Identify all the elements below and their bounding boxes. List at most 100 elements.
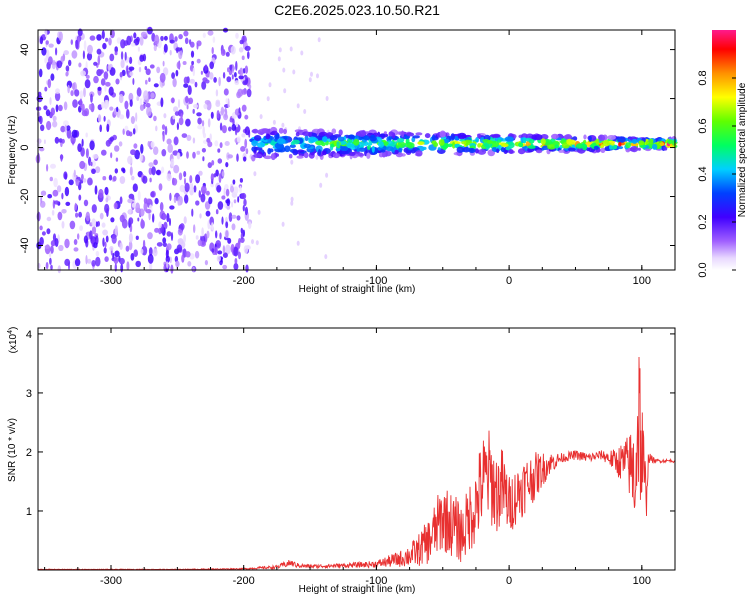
heatmap-cell: [297, 149, 305, 153]
heatmap-cell: [236, 215, 241, 221]
heatmap-cell: [234, 80, 240, 86]
heatmap-cell: [77, 233, 80, 240]
heatmap-cell: [401, 130, 405, 138]
heatmap-cell: [64, 258, 71, 266]
heatmap-cell: [233, 199, 237, 204]
heatmap-cell: [443, 138, 450, 144]
heatmap-cell: [518, 142, 524, 148]
heatmap-cell: [215, 240, 222, 249]
heatmap-cell: [210, 181, 215, 188]
heatmap-cell: [221, 216, 224, 225]
heatmap-cell: [147, 26, 153, 35]
heatmap-cell: [233, 186, 239, 195]
heatmap-cell: [118, 141, 123, 147]
heatmap-cell: [613, 145, 617, 149]
heatmap-cell: [46, 216, 52, 222]
heatmap-cell: [234, 72, 237, 78]
heatmap-cell: [128, 209, 132, 215]
heatmap-cell: [120, 39, 126, 49]
heatmap-cell: [181, 254, 185, 263]
y-tick-label: -40: [19, 238, 31, 254]
heatmap-cell: [230, 45, 236, 55]
heatmap-cell: [130, 42, 136, 47]
heatmap-cell: [308, 136, 317, 142]
heatmap-cell: [257, 209, 261, 215]
colorbar-gradient: [712, 30, 736, 270]
y-tick-label: 1: [26, 506, 32, 518]
heatmap-cell: [278, 127, 284, 134]
heatmap-cell: [159, 72, 166, 83]
heatmap-cell: [139, 36, 144, 46]
heatmap-cell: [162, 60, 165, 67]
heatmap-cell: [332, 152, 340, 159]
heatmap-cell: [148, 77, 151, 82]
heatmap-cell: [296, 155, 304, 159]
heatmap-cell: [217, 250, 223, 255]
heatmap-cell: [146, 106, 152, 117]
heatmap-cell: [225, 221, 229, 229]
heatmap-cell: [243, 245, 249, 254]
heatmap-cell: [161, 149, 167, 157]
heatmap-cell: [328, 152, 332, 156]
heatmap-cell: [179, 223, 185, 231]
heatmap-cell: [189, 78, 195, 84]
heatmap-cell: [75, 39, 79, 50]
heatmap-cell: [319, 182, 323, 188]
heatmap-cell: [558, 149, 565, 153]
heatmap-cell: [196, 112, 202, 117]
heatmap-cell: [417, 141, 425, 146]
snr-x-axis-label: Height of straight line (km): [299, 584, 416, 595]
heatmap-cell: [106, 123, 110, 133]
heatmap-cell: [95, 256, 101, 267]
heatmap-cell: [631, 138, 638, 144]
heatmap-cell: [504, 136, 514, 142]
heatmap-cell: [266, 96, 270, 102]
heatmap-cell: [277, 56, 281, 62]
heatmap-cell: [169, 218, 171, 226]
heatmap-cell: [183, 171, 187, 178]
heatmap-cell: [166, 243, 172, 251]
heatmap-cell: [54, 91, 61, 102]
heatmap-cell: [442, 143, 448, 151]
heatmap-cell: [290, 200, 294, 206]
heatmap-cell: [177, 200, 181, 206]
heatmap-cell: [60, 154, 63, 162]
heatmap-cell: [159, 202, 164, 212]
heatmap-cell: [211, 222, 214, 231]
heatmap-cell: [236, 136, 241, 143]
heatmap-cell: [245, 264, 249, 273]
heatmap-cell: [213, 173, 217, 178]
heatmap-cell: [486, 140, 493, 144]
heatmap-cell: [40, 196, 43, 204]
heatmap-cell: [183, 234, 187, 243]
heatmap-cell: [98, 188, 104, 199]
heatmap-cell: [451, 141, 456, 149]
heatmap-cell: [202, 132, 207, 139]
heatmap-cell: [196, 58, 201, 64]
heatmap-cell: [114, 225, 118, 236]
heatmap-cell: [595, 138, 600, 146]
heatmap-cell: [103, 71, 109, 80]
heatmap-cell: [194, 250, 200, 259]
heatmap-cell: [289, 46, 293, 52]
heatmap-cell: [129, 71, 134, 77]
heatmap-cell: [241, 104, 247, 112]
heatmap-cell: [145, 68, 151, 76]
heatmap-cell: [155, 125, 158, 132]
heatmap-cell: [50, 264, 53, 270]
heatmap-cell: [64, 124, 67, 133]
heatmap-cell: [253, 135, 262, 141]
heatmap-cell: [114, 51, 118, 56]
heatmap-cell: [454, 141, 461, 145]
heatmap-cell: [317, 37, 321, 43]
heatmap-cell: [540, 138, 546, 145]
heatmap-cell: [214, 140, 219, 147]
heatmap-cell: [527, 145, 536, 149]
heatmap-cell: [240, 146, 246, 152]
heatmap-cell: [105, 37, 109, 42]
heatmap-cell: [71, 129, 78, 138]
heatmap-cell: [140, 143, 144, 154]
heatmap-cell: [153, 83, 159, 88]
heatmap-cell: [575, 143, 584, 149]
heatmap-cell: [447, 143, 453, 148]
